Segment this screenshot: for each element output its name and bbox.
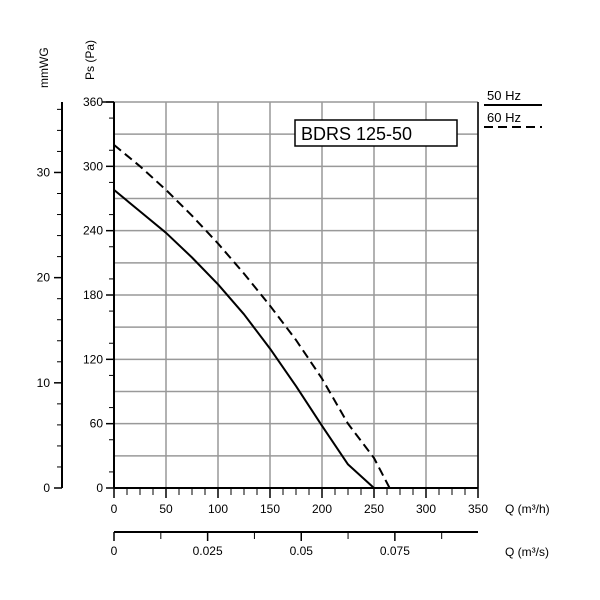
series-line-50hz [113,189,375,489]
y-tick-label: 120 [83,352,103,366]
x-tick-label: 200 [312,502,332,516]
legend: 50 Hz 60 Hz [484,88,542,128]
legend-label-60hz: 60 Hz [487,110,521,125]
y-tick-label: 300 [83,159,103,173]
y-axis-label-pa: Ps (Pa) [83,40,97,80]
legend-label-50hz: 50 Hz [487,88,521,103]
series-line-60hz [113,144,391,489]
x2-tick-label: 0 [111,544,118,558]
x-tick-label: 350 [468,502,488,516]
y2-tick-label: 0 [43,481,50,495]
chart-title: BDRS 125-50 [301,124,412,144]
title-box [294,119,458,147]
x-tick-label: 300 [416,502,436,516]
y-tick-label: 60 [90,417,104,431]
x-tick-label: 100 [208,502,228,516]
grid [113,101,479,489]
y-axis-label-mmwg: mmWG [37,47,51,88]
y2-tick-label: 20 [37,271,51,285]
y2-tick-label: 30 [37,165,51,179]
x2-tick-label: 0.075 [380,544,410,558]
y2-tick-label: 10 [37,376,51,390]
y-tick-label: 360 [83,95,103,109]
x2-tick-label: 0.025 [193,544,223,558]
x-tick-label: 150 [260,502,280,516]
series-group [113,144,391,489]
y-tick-label: 0 [96,481,103,495]
y-tick-label: 180 [83,288,103,302]
y-tick-label: 240 [83,224,103,238]
x-axis-label-m3s: Q (m³/s) [505,545,549,559]
x-tick-label: 50 [159,502,173,516]
x2-tick-label: 0.05 [290,544,314,558]
x-axis-label-m3h: Q (m³/h) [505,502,550,516]
x-tick-label: 0 [111,502,118,516]
x-tick-label: 250 [364,502,384,516]
